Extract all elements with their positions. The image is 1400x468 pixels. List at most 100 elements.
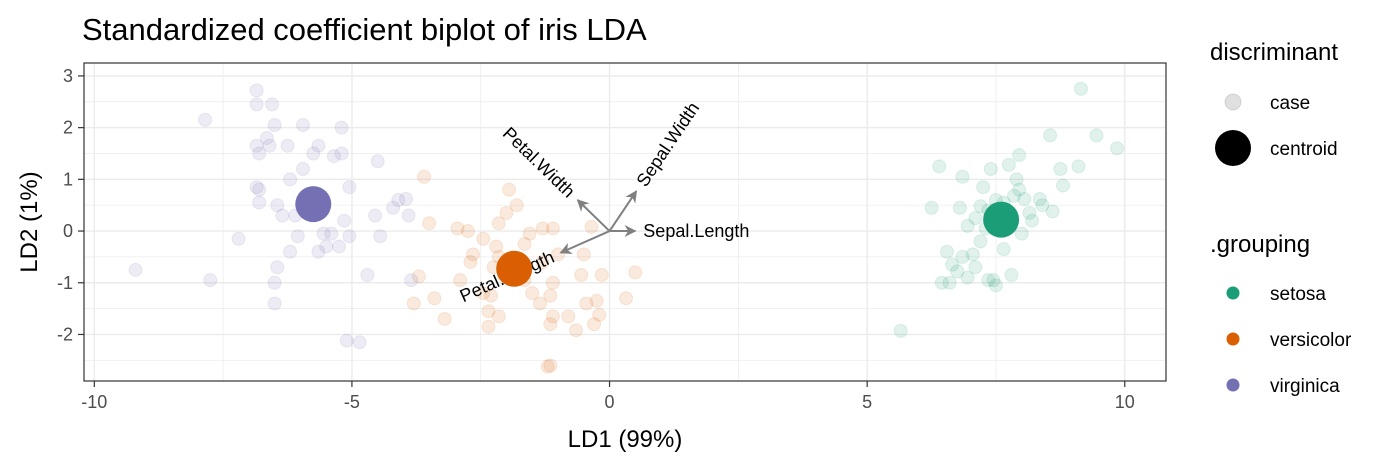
- case-point-setosa: [952, 200, 967, 215]
- case-point-virginica: [337, 213, 352, 228]
- case-point-virginica: [128, 262, 143, 277]
- case-point-versicolor: [545, 275, 560, 290]
- case-point-virginica: [252, 195, 267, 210]
- case-point-versicolor: [491, 216, 506, 231]
- case-point-setosa: [1073, 81, 1088, 96]
- case-point-versicolor: [463, 255, 478, 270]
- case-point-setosa: [1055, 178, 1070, 193]
- case-point-versicolor: [592, 307, 607, 322]
- legend-key-setosa: [1226, 286, 1240, 300]
- arrow-label-sepal-length: Sepal.Length: [643, 221, 749, 241]
- y-axis-title: LD2 (1%): [16, 171, 43, 272]
- case-point-setosa: [1045, 204, 1060, 219]
- x-tick-label: 10: [1115, 392, 1135, 412]
- case-point-versicolor: [499, 205, 514, 220]
- case-point-versicolor: [561, 309, 576, 324]
- case-point-setosa: [945, 257, 960, 272]
- legend-label-centroid: centroid: [1270, 139, 1338, 160]
- case-point-virginica: [339, 333, 354, 348]
- case-point-versicolor: [453, 273, 468, 288]
- case-point-virginica: [265, 97, 280, 112]
- case-point-virginica: [267, 296, 282, 311]
- case-point-virginica: [270, 198, 285, 213]
- legend-key-versicolor: [1226, 332, 1240, 346]
- case-point-versicolor: [569, 323, 584, 338]
- case-point-versicolor: [522, 226, 537, 241]
- case-point-versicolor: [422, 216, 437, 231]
- case-point-setosa: [1012, 182, 1027, 197]
- case-point-versicolor: [535, 255, 550, 270]
- x-tick-label: -5: [344, 392, 360, 412]
- case-point-setosa: [968, 211, 983, 226]
- case-point-versicolor: [545, 221, 560, 236]
- case-point-setosa: [934, 275, 949, 290]
- case-point-setosa: [1071, 159, 1086, 174]
- case-point-setosa: [893, 323, 908, 338]
- legend-key-virginica: [1226, 378, 1240, 392]
- case-point-versicolor: [525, 286, 540, 301]
- arrow-sepal-width: [608, 190, 638, 232]
- centroid-points: [295, 186, 1020, 287]
- case-point-versicolor: [576, 247, 591, 262]
- case-point-setosa: [965, 247, 980, 262]
- case-point-versicolor: [460, 224, 475, 239]
- y-tick-label: -1: [57, 273, 73, 293]
- legend-title-grouping: .grouping: [1210, 231, 1310, 258]
- case-point-virginica: [404, 273, 419, 288]
- legend-key-centroid: [1215, 130, 1251, 166]
- case-point-setosa: [983, 162, 998, 176]
- case-point-setosa: [932, 159, 947, 174]
- case-point-versicolor: [476, 231, 491, 246]
- legend-discriminant: discriminant case centroid: [1210, 39, 1338, 166]
- case-point-setosa: [1025, 213, 1040, 228]
- case-point-virginica: [306, 146, 321, 161]
- legend-label-versicolor: versicolor: [1270, 330, 1352, 351]
- case-point-setosa: [1017, 191, 1032, 206]
- case-point-versicolor: [484, 288, 499, 303]
- case-point-virginica: [368, 208, 383, 223]
- case-point-versicolor: [574, 268, 589, 282]
- case-point-setosa: [981, 273, 996, 288]
- case-point-virginica: [342, 180, 357, 195]
- y-tick-label: 0: [63, 221, 73, 241]
- case-point-versicolor: [489, 239, 504, 254]
- case-point-setosa: [1035, 198, 1050, 213]
- case-point-virginica: [231, 231, 246, 246]
- x-axis-title: LD1 (99%): [568, 426, 683, 453]
- case-point-setosa: [988, 278, 1003, 293]
- case-point-virginica: [326, 149, 341, 164]
- case-point-virginica: [249, 138, 264, 153]
- case-point-virginica: [334, 146, 349, 161]
- case-point-virginica: [373, 229, 388, 244]
- case-point-virginica: [295, 118, 310, 133]
- case-point-virginica: [290, 229, 305, 244]
- case-point-setosa: [973, 234, 988, 249]
- case-point-versicolor: [594, 268, 609, 282]
- case-point-setosa: [924, 200, 939, 215]
- case-point-setosa: [942, 275, 957, 290]
- case-point-setosa: [1009, 172, 1024, 187]
- case-point-virginica: [267, 118, 282, 133]
- legend-grouping: .grouping setosa versicolor virginica: [1210, 231, 1352, 397]
- legend-label-virginica: virginica: [1270, 376, 1340, 397]
- case-point-virginica: [252, 146, 267, 161]
- case-point-setosa: [968, 260, 983, 275]
- case-point-setosa: [1007, 188, 1022, 203]
- case-point-virginica: [295, 162, 310, 176]
- case-point-virginica: [386, 200, 401, 215]
- case-point-versicolor: [543, 358, 558, 373]
- y-tick-label: 2: [63, 118, 73, 138]
- plot-panel-border: [83, 62, 1167, 382]
- case-point-versicolor: [628, 265, 643, 280]
- case-point-virginica: [270, 260, 285, 275]
- case-point-versicolor: [466, 247, 481, 262]
- case-point-versicolor: [481, 319, 496, 334]
- case-point-versicolor: [481, 304, 496, 319]
- chart-title: Standardized coefficient biplot of iris …: [82, 12, 647, 47]
- case-point-virginica: [311, 244, 326, 259]
- case-point-virginica: [198, 112, 213, 127]
- case-point-setosa: [973, 199, 988, 214]
- case-point-virginica: [332, 239, 347, 254]
